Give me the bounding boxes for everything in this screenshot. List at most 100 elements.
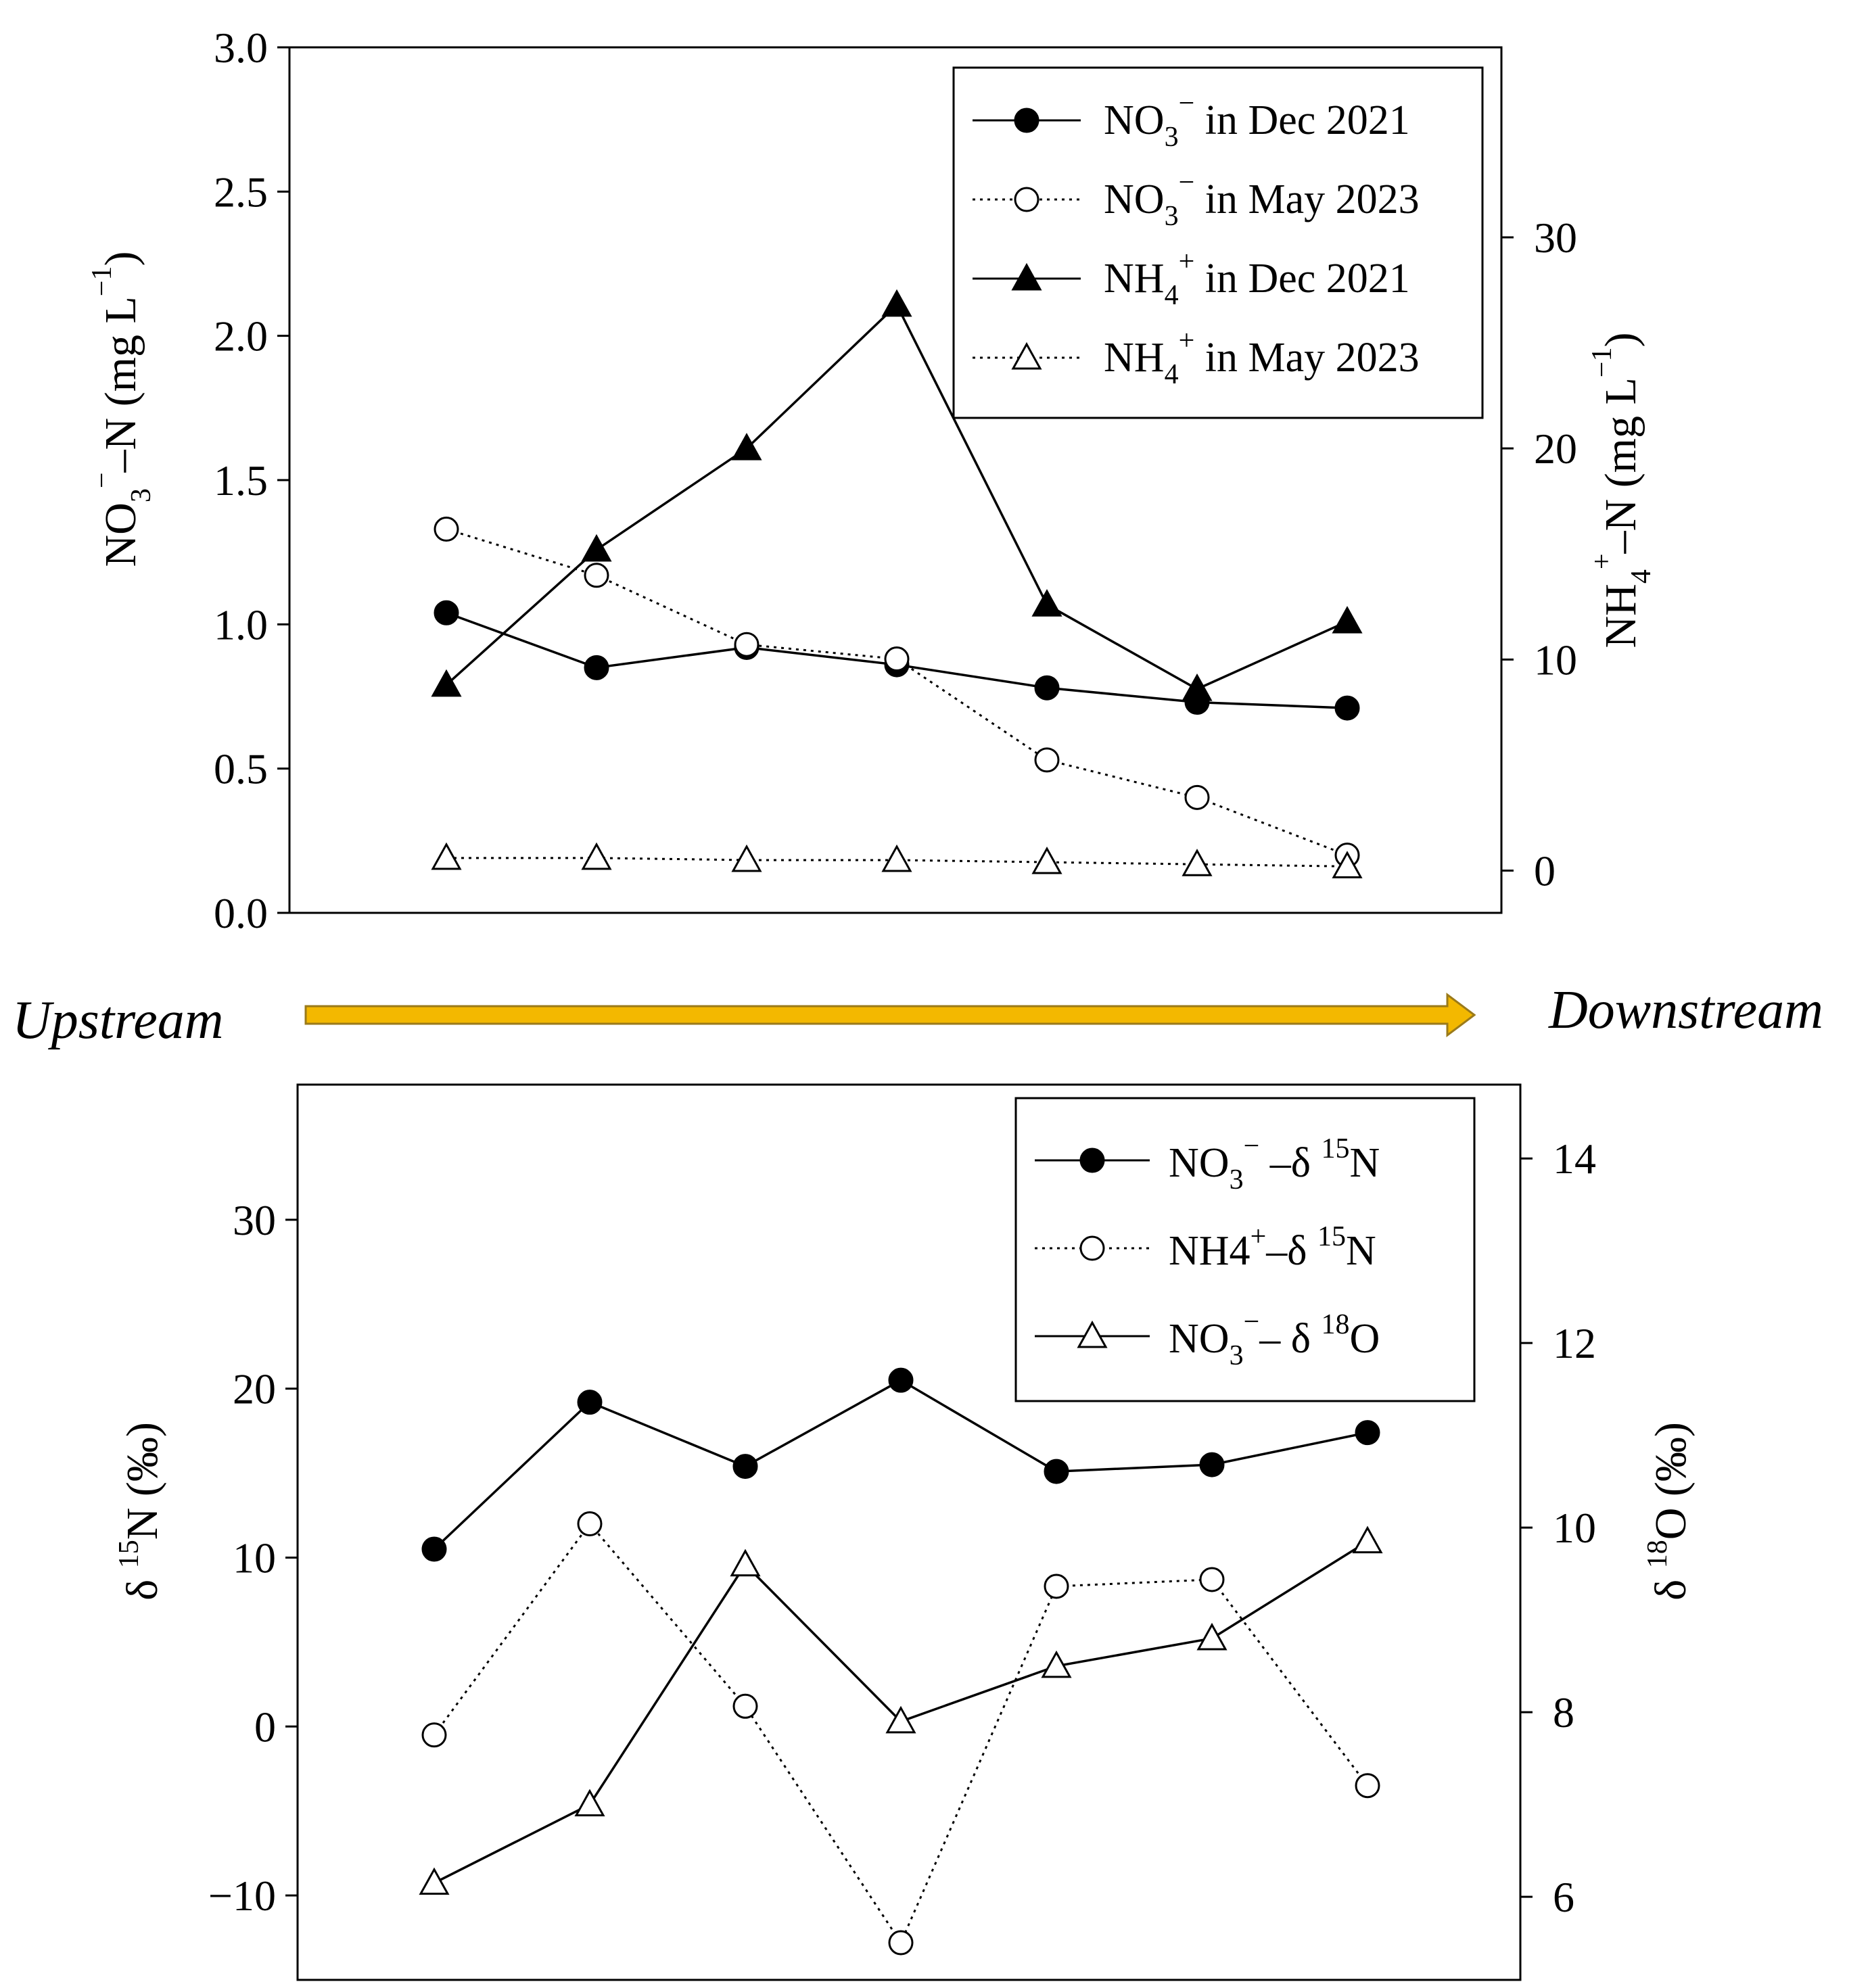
series-line-1-0 xyxy=(433,1379,1368,1551)
data-point-0-0 xyxy=(434,600,459,625)
data-point-0-2 xyxy=(1182,673,1213,701)
bottom-series-group xyxy=(419,1367,1383,1956)
right-tick-label: 10 xyxy=(1534,636,1577,684)
data-point-0-1 xyxy=(1034,747,1060,773)
data-point-1-0 xyxy=(1044,1459,1069,1484)
left-tick-label: 3.0 xyxy=(214,24,268,72)
data-point-1-2 xyxy=(885,1705,916,1734)
legend-swatch-marker xyxy=(1011,262,1042,291)
data-point-0-2 xyxy=(731,433,762,460)
right-tick-label: 0 xyxy=(1534,847,1556,895)
bottom-left-axis: −10 0 10 20 30 xyxy=(208,1196,298,1920)
data-point-0-2 xyxy=(1332,606,1363,634)
top-legend-box xyxy=(952,66,1484,419)
right-tick-label: 14 xyxy=(1553,1135,1596,1183)
data-point-1-1 xyxy=(888,1930,914,1956)
bottom-legend-label-3: NO3−– δ 18O xyxy=(1169,1306,1380,1371)
data-point-0-1 xyxy=(734,632,759,657)
top-legend: NO3− in Dec 2021 NO3− in May 2023 NH4+ i… xyxy=(952,66,1484,419)
data-point-1-2 xyxy=(574,1789,605,1817)
data-point-1-0 xyxy=(1355,1420,1380,1446)
left-tick-label: 0.5 xyxy=(214,745,268,793)
series-line-0-1 xyxy=(446,528,1348,857)
data-point-1-2 xyxy=(419,1867,450,1895)
right-tick-label: 20 xyxy=(1534,425,1577,473)
left-tick-label: 10 xyxy=(233,1534,276,1582)
data-point-0-3 xyxy=(1182,849,1213,876)
left-tick-label: 20 xyxy=(233,1365,276,1413)
data-point-1-1 xyxy=(1355,1773,1380,1799)
data-point-0-2 xyxy=(881,289,912,317)
bottom-legend: NO3− –δ 15N NH4+–δ 15N NO3−– δ 18O xyxy=(1014,1097,1476,1402)
data-point-1-0 xyxy=(732,1454,758,1480)
right-tick-label: 30 xyxy=(1534,214,1577,262)
downstream-label: Downstream xyxy=(1548,980,1823,1040)
top-right-axis: 0 10 20 30 xyxy=(1501,214,1577,895)
data-point-0-2 xyxy=(581,534,612,562)
legend-swatch-marker xyxy=(1079,1147,1105,1173)
top-legend-label-1: NO3− in Dec 2021 xyxy=(1104,88,1410,153)
data-point-0-3 xyxy=(1031,846,1062,874)
right-tick-label: 8 xyxy=(1553,1688,1574,1736)
left-tick-label: 30 xyxy=(233,1196,276,1244)
left-tick-label: 1.0 xyxy=(214,600,268,648)
left-tick-label: 2.0 xyxy=(214,312,268,360)
data-point-1-2 xyxy=(1041,1650,1072,1678)
data-point-1-1 xyxy=(1199,1567,1225,1592)
left-tick-label: 0.0 xyxy=(214,889,268,937)
data-point-0-1 xyxy=(584,563,609,588)
top-legend-label-3: NH4+ in Dec 2021 xyxy=(1104,246,1410,311)
legend-swatch-marker xyxy=(1014,187,1039,212)
top-right-axis-label: NH4+–N (mg L−1) xyxy=(1587,333,1657,648)
top-left-axis: 0.0 0.5 1.0 1.5 2.0 2.5 3.0 xyxy=(214,24,289,937)
data-point-1-0 xyxy=(1199,1452,1225,1477)
top-series-group xyxy=(431,289,1363,878)
data-point-0-3 xyxy=(431,842,462,870)
legend-swatch-marker xyxy=(1014,108,1039,133)
data-point-0-3 xyxy=(731,844,762,872)
data-point-0-2 xyxy=(1031,589,1062,617)
bottom-right-axis: 6 8 10 12 14 xyxy=(1520,1135,1596,1921)
right-tick-label: 12 xyxy=(1553,1319,1596,1367)
flow-arrow xyxy=(304,993,1476,1037)
data-point-0-3 xyxy=(1332,851,1363,878)
data-point-0-3 xyxy=(581,842,612,870)
bottom-legend-label-2: NH4+–δ 15N xyxy=(1169,1221,1376,1274)
data-point-1-1 xyxy=(732,1693,758,1719)
data-point-0-0 xyxy=(1034,675,1060,701)
right-tick-label: 6 xyxy=(1553,1873,1574,1921)
data-point-0-1 xyxy=(884,646,910,672)
right-tick-label: 10 xyxy=(1553,1504,1596,1552)
top-chart: 0.0 0.5 1.0 1.5 2.0 2.5 3.0 0 10 20 30 NO3−–N (mg… xyxy=(87,24,1657,937)
top-legend-label-4: NH4+ in May 2023 xyxy=(1104,325,1420,390)
data-point-0-1 xyxy=(1184,784,1210,810)
bottom-left-axis-label: δ 15N (‰) xyxy=(114,1422,167,1601)
bottom-legend-label-1: NO3− –δ 15N xyxy=(1169,1131,1380,1196)
data-point-1-0 xyxy=(888,1367,914,1393)
data-point-1-2 xyxy=(730,1548,761,1577)
upstream-label: Upstream xyxy=(12,991,224,1050)
data-point-0-1 xyxy=(434,517,459,542)
left-tick-label: −10 xyxy=(208,1872,276,1920)
data-point-0-2 xyxy=(431,669,462,697)
data-point-1-1 xyxy=(421,1722,447,1748)
data-point-1-2 xyxy=(1352,1525,1383,1554)
bottom-right-axis-label: δ 18O (‰) xyxy=(1642,1422,1696,1601)
data-point-0-3 xyxy=(881,844,912,872)
top-left-axis-label: NO3−–N (mg L−1) xyxy=(87,252,157,567)
left-tick-label: 2.5 xyxy=(214,168,268,216)
data-point-1-0 xyxy=(577,1390,603,1415)
top-plot-frame xyxy=(288,46,1503,914)
data-point-1-2 xyxy=(1196,1622,1228,1651)
data-point-0-0 xyxy=(1334,695,1360,721)
left-tick-label: 0 xyxy=(254,1703,276,1751)
data-point-1-1 xyxy=(1044,1573,1069,1599)
legend-swatch-marker xyxy=(1079,1235,1105,1261)
legend-swatch-marker xyxy=(1077,1320,1108,1348)
left-tick-label: 1.5 xyxy=(214,456,268,504)
legend-swatch-marker xyxy=(1011,341,1042,370)
flow-direction: Upstream Downstream xyxy=(12,980,1823,1050)
bottom-plot-frame xyxy=(296,1083,1522,1981)
